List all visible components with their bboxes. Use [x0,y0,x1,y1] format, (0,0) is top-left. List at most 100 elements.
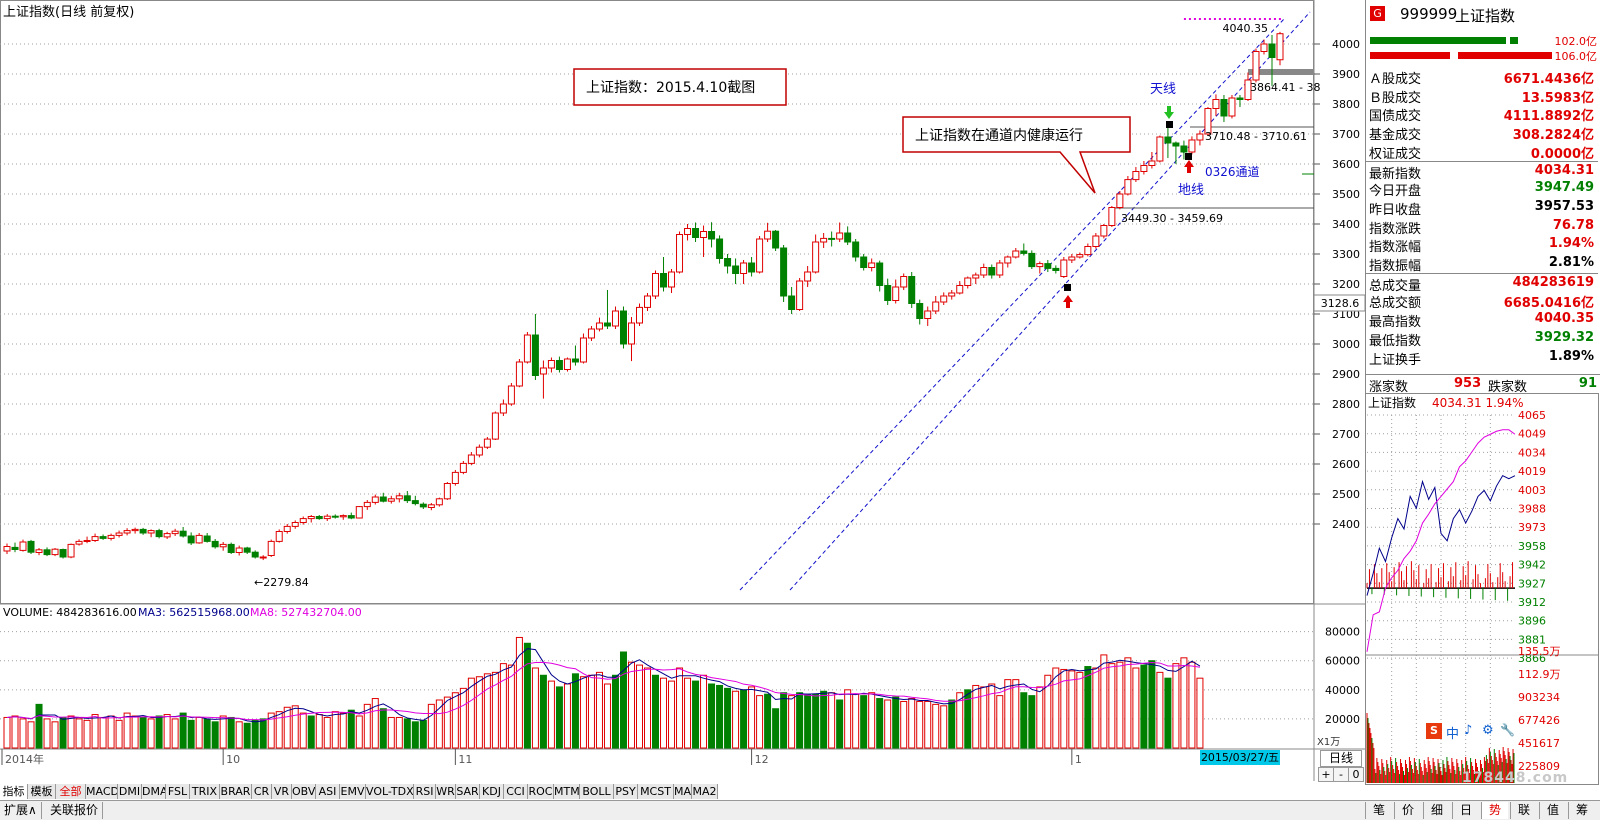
candle [579,333,587,364]
tab-sar[interactable]: SAR [456,784,480,799]
volume-bar [435,699,443,749]
candle [684,224,692,241]
ma3-legend: MA3: 562515968.00 [138,606,250,619]
volume-bar [147,718,155,749]
intraday-price-label: 3896 [1518,615,1546,628]
right-tab-1[interactable]: 价 [1394,802,1421,819]
volume-bar [1100,654,1108,749]
candle-body [980,267,988,276]
volume-bar [1140,664,1148,749]
y-tick-label: 2700 [1332,428,1360,441]
tab-全部[interactable]: 全部 [56,784,86,799]
right-tab-7[interactable]: 筹 [1568,802,1595,819]
candle [171,528,179,536]
info-row-label: 今日开盘 [1369,184,1422,200]
tab-emv[interactable]: EMV [340,784,366,799]
vol-tick-label: 60000 [1325,655,1360,668]
candle-body [3,546,11,552]
ime-chinese-icon[interactable]: 中 [1446,727,1460,742]
candle [355,506,363,519]
tool-icon[interactable]: 🔧 [1500,723,1515,737]
volume-bar [331,711,339,749]
intraday-price-label: 4034 [1518,446,1546,459]
right-tab-5[interactable]: 联 [1510,802,1537,819]
volume-bar [1084,666,1092,749]
candle [1076,252,1084,259]
tab-rsi[interactable]: RSI [414,784,436,799]
right-tab-3[interactable]: 日 [1452,802,1479,819]
music-icon[interactable]: ♪ [1464,723,1473,738]
tab-trix[interactable]: TRIX [190,784,220,799]
candle-body [155,530,163,538]
tab-cci[interactable]: CCI [504,784,528,799]
tab-asi[interactable]: ASI [316,784,340,799]
info-row-value: 4034.31 [1534,162,1594,178]
info-row-label: 最低指数 [1369,333,1422,349]
candle [187,532,195,545]
tab-roc[interactable]: ROC [528,784,554,799]
candle [499,399,507,416]
right-tab-6[interactable]: 值 [1539,802,1566,819]
volume-bar [155,715,163,749]
info-row-label: Ｂ股成交 [1369,90,1422,106]
tab-vr[interactable]: VR [272,784,292,799]
tab-fsl[interactable]: FSL [166,784,190,799]
candle [964,276,972,289]
tab-boll[interactable]: BOLL [580,784,614,799]
candle-body [1020,250,1028,254]
period-tab[interactable]: 日线 [1320,750,1362,767]
volume-bar [283,706,291,749]
tab-模板[interactable]: 模板 [28,784,56,799]
candle [259,555,267,561]
candlestick-chart[interactable]: 2400250026002700280029003000310032003300… [0,0,1365,781]
tab-mcst[interactable]: MCST [638,784,674,799]
candle [371,494,379,505]
sogou-icon[interactable]: S [1426,723,1442,739]
related-quotes-tab[interactable]: 关联报价 [46,802,104,819]
candle-body [563,358,571,370]
info-row-label: 上证换手 [1369,352,1422,368]
tab-vol-tdx[interactable]: VOL-TDX [366,784,414,799]
candle-body [307,516,315,520]
tab-kdj[interactable]: KDJ [480,784,504,799]
candle-body [619,310,627,345]
info-row: 国债成交 4111.8892亿 [1366,104,1598,124]
intraday-chart[interactable]: 上证指数 4034.31 1.94%4065 4049 4034 4019 4003 398… [1365,393,1600,813]
tab-ma2[interactable]: MA2 [692,784,718,799]
expand-tab[interactable]: 扩展∧ [0,802,42,819]
vol-tick-label: 80000 [1325,626,1360,639]
right-tab-4[interactable]: 势 [1481,802,1508,819]
volume-bar [483,673,491,749]
right-tab-2[interactable]: 细 [1423,802,1450,819]
candle-body [1204,108,1212,135]
settings-icon[interactable]: ⚙ [1482,723,1494,738]
right-tab-0[interactable]: 笔 [1365,802,1392,819]
candle-body [587,328,595,339]
volume-bar [267,712,275,749]
tab-psy[interactable]: PSY [614,784,638,799]
zoom-reset-button[interactable]: 0 [1348,767,1364,782]
tab-mtm[interactable]: MTM [554,784,580,799]
tab-dmi[interactable]: DMI [118,784,142,799]
watermark: 178448.com [1462,770,1569,786]
tab-指标[interactable]: 指标 [0,784,28,799]
candle-body [1172,142,1180,147]
tab-wr[interactable]: WR [436,784,456,799]
candle-body [19,541,27,551]
tab-obv[interactable]: OBV [292,784,316,799]
tab-ma[interactable]: MA [674,784,692,799]
zoom-out-button[interactable]: - [1333,767,1349,782]
candle [916,299,924,325]
tab-brar[interactable]: BRAR [220,784,252,799]
tab-dma[interactable]: DMA [142,784,166,799]
tab-cr[interactable]: CR [252,784,272,799]
tab-macd[interactable]: MACD [86,784,118,799]
candle [555,356,563,373]
candle [780,245,788,302]
up-count: 953 [1454,376,1482,391]
candle-body [1244,79,1252,100]
candle-body [1084,246,1092,256]
zoom-in-button[interactable]: + [1318,767,1334,782]
y-tick-label: 4000 [1332,38,1360,51]
candle [235,545,243,556]
